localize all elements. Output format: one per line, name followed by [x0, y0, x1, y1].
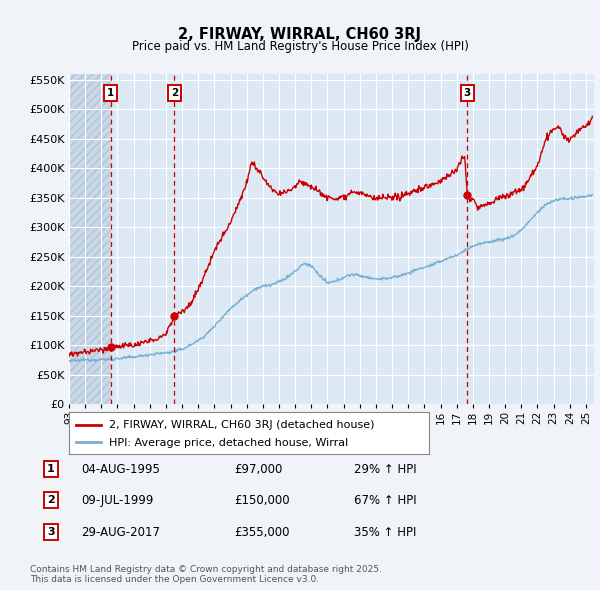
Text: 2, FIRWAY, WIRRAL, CH60 3RJ: 2, FIRWAY, WIRRAL, CH60 3RJ	[179, 27, 421, 41]
Text: 04-AUG-1995: 04-AUG-1995	[81, 463, 160, 476]
Text: £355,000: £355,000	[234, 526, 290, 539]
Text: £97,000: £97,000	[234, 463, 283, 476]
Text: 3: 3	[47, 527, 55, 537]
Text: 09-JUL-1999: 09-JUL-1999	[81, 494, 154, 507]
Text: 1: 1	[47, 464, 55, 474]
Text: 67% ↑ HPI: 67% ↑ HPI	[354, 494, 416, 507]
Text: 29% ↑ HPI: 29% ↑ HPI	[354, 463, 416, 476]
Text: 29-AUG-2017: 29-AUG-2017	[81, 526, 160, 539]
Text: 1: 1	[107, 88, 115, 98]
Text: Contains HM Land Registry data © Crown copyright and database right 2025.
This d: Contains HM Land Registry data © Crown c…	[30, 565, 382, 584]
Text: 35% ↑ HPI: 35% ↑ HPI	[354, 526, 416, 539]
Text: 2: 2	[47, 496, 55, 505]
Text: 2: 2	[170, 88, 178, 98]
Text: Price paid vs. HM Land Registry's House Price Index (HPI): Price paid vs. HM Land Registry's House …	[131, 40, 469, 53]
Text: 2, FIRWAY, WIRRAL, CH60 3RJ (detached house): 2, FIRWAY, WIRRAL, CH60 3RJ (detached ho…	[109, 421, 374, 431]
Text: 3: 3	[464, 88, 471, 98]
Text: £150,000: £150,000	[234, 494, 290, 507]
Text: HPI: Average price, detached house, Wirral: HPI: Average price, detached house, Wirr…	[109, 438, 348, 448]
